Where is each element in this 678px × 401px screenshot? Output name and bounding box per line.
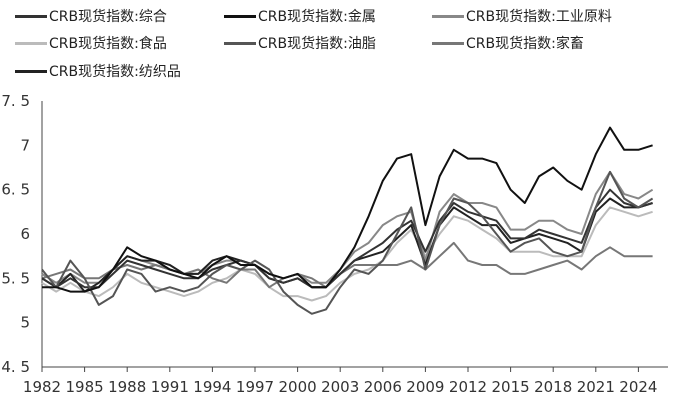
legend-swatch bbox=[224, 41, 256, 45]
series-line-5 bbox=[41, 241, 653, 289]
x-tick-label: 2000 bbox=[279, 378, 317, 396]
x-tick-label: 2006 bbox=[364, 378, 402, 396]
legend-label: CRB现货指数:综合 bbox=[49, 9, 167, 25]
series-line-0 bbox=[41, 188, 653, 289]
x-tick-label: 2015 bbox=[492, 378, 530, 396]
x-tick-label: 1982 bbox=[23, 378, 61, 396]
y-tick-label: 7. 5 bbox=[1, 92, 30, 110]
x-tick-label: 1991 bbox=[151, 378, 189, 396]
y-tick-label: 4. 5 bbox=[1, 358, 30, 376]
legend-label: CRB现货指数:纺织品 bbox=[49, 64, 181, 80]
x-tick-label: 2003 bbox=[321, 378, 359, 396]
x-tick-label: 1985 bbox=[66, 378, 104, 396]
y-tick-label: 7 bbox=[20, 136, 30, 154]
legend-item: CRB现货指数:纺织品 bbox=[15, 61, 181, 81]
legend-swatch bbox=[15, 14, 47, 18]
x-tick-label: 1994 bbox=[193, 378, 231, 396]
legend-swatch bbox=[15, 41, 47, 45]
legend-swatch bbox=[224, 14, 256, 18]
legend-label: CRB现货指数:金属 bbox=[258, 9, 376, 25]
legend-item: CRB现货指数:家畜 bbox=[432, 33, 584, 53]
x-tick-label: 2018 bbox=[534, 378, 572, 396]
legend-item: CRB现货指数:金属 bbox=[224, 6, 376, 26]
legend: CRB现货指数:综合 CRB现货指数:金属 CRB现货指数:工业原料 CRB现货指数:… bbox=[0, 0, 678, 90]
legend-item: CRB现货指数:食品 bbox=[15, 33, 167, 53]
y-tick-label: 6. 5 bbox=[1, 181, 30, 199]
x-tick-label: 2009 bbox=[406, 378, 444, 396]
legend-swatch bbox=[432, 14, 464, 18]
series-line-4 bbox=[41, 170, 654, 315]
legend-label: CRB现货指数:食品 bbox=[49, 36, 167, 52]
legend-item: CRB现货指数:油脂 bbox=[224, 33, 376, 53]
legend-label: CRB现货指数:油脂 bbox=[258, 36, 376, 52]
y-tick-label: 6 bbox=[20, 225, 30, 243]
legend-item: CRB现货指数:工业原料 bbox=[432, 6, 612, 26]
legend-label: CRB现货指数:工业原料 bbox=[466, 9, 612, 25]
y-tick-label: 5. 5 bbox=[1, 269, 30, 287]
legend-item: CRB现货指数:综合 bbox=[15, 6, 167, 26]
y-tick-label: 5 bbox=[20, 314, 30, 332]
x-tick-label: 1997 bbox=[236, 378, 274, 396]
x-tick-label: 1988 bbox=[108, 378, 146, 396]
x-tick-label: 2021 bbox=[577, 378, 615, 396]
x-tick-label: 2012 bbox=[449, 378, 487, 396]
x-tick-label: 2024 bbox=[619, 378, 657, 396]
legend-swatch bbox=[432, 41, 464, 45]
legend-swatch bbox=[15, 69, 47, 73]
legend-label: CRB现货指数:家畜 bbox=[466, 36, 584, 52]
series-line-1 bbox=[42, 126, 653, 293]
